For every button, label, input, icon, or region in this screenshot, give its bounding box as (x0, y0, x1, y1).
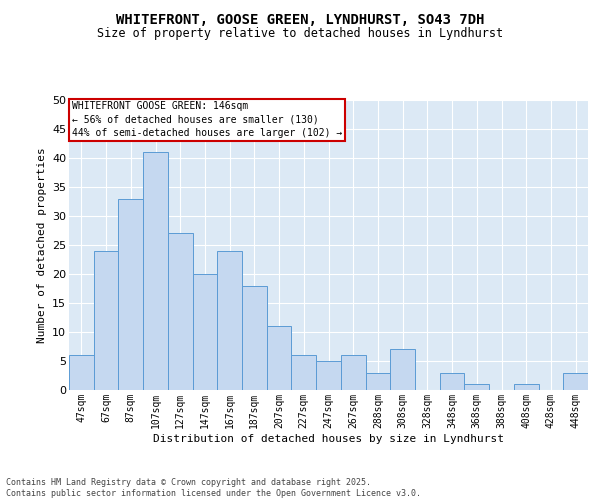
Bar (390, 350, 415, 390)
Bar (341, 355, 365, 390)
Text: Size of property relative to detached houses in Lyndhurst: Size of property relative to detached ho… (97, 28, 503, 40)
X-axis label: Distribution of detached houses by size in Lyndhurst: Distribution of detached houses by size … (153, 434, 504, 444)
Bar (69, 355, 94, 390)
Bar (514, 384, 539, 390)
Bar (217, 251, 242, 390)
Y-axis label: Number of detached properties: Number of detached properties (37, 147, 47, 343)
Bar (118, 198, 143, 390)
Bar (563, 372, 588, 390)
Text: WHITEFRONT GOOSE GREEN: 146sqm
← 56% of detached houses are smaller (130)
44% of: WHITEFRONT GOOSE GREEN: 146sqm ← 56% of … (71, 102, 342, 138)
Bar (168, 234, 193, 390)
Text: WHITEFRONT, GOOSE GREEN, LYNDHURST, SO43 7DH: WHITEFRONT, GOOSE GREEN, LYNDHURST, SO43… (116, 12, 484, 26)
Bar (242, 286, 267, 390)
Bar (440, 372, 464, 390)
Bar (267, 326, 292, 390)
Bar (94, 251, 118, 390)
Bar (365, 372, 390, 390)
Text: Contains HM Land Registry data © Crown copyright and database right 2025.
Contai: Contains HM Land Registry data © Crown c… (6, 478, 421, 498)
Bar (464, 384, 489, 390)
Bar (292, 355, 316, 390)
Bar (143, 152, 168, 390)
Bar (193, 274, 217, 390)
Bar (316, 361, 341, 390)
